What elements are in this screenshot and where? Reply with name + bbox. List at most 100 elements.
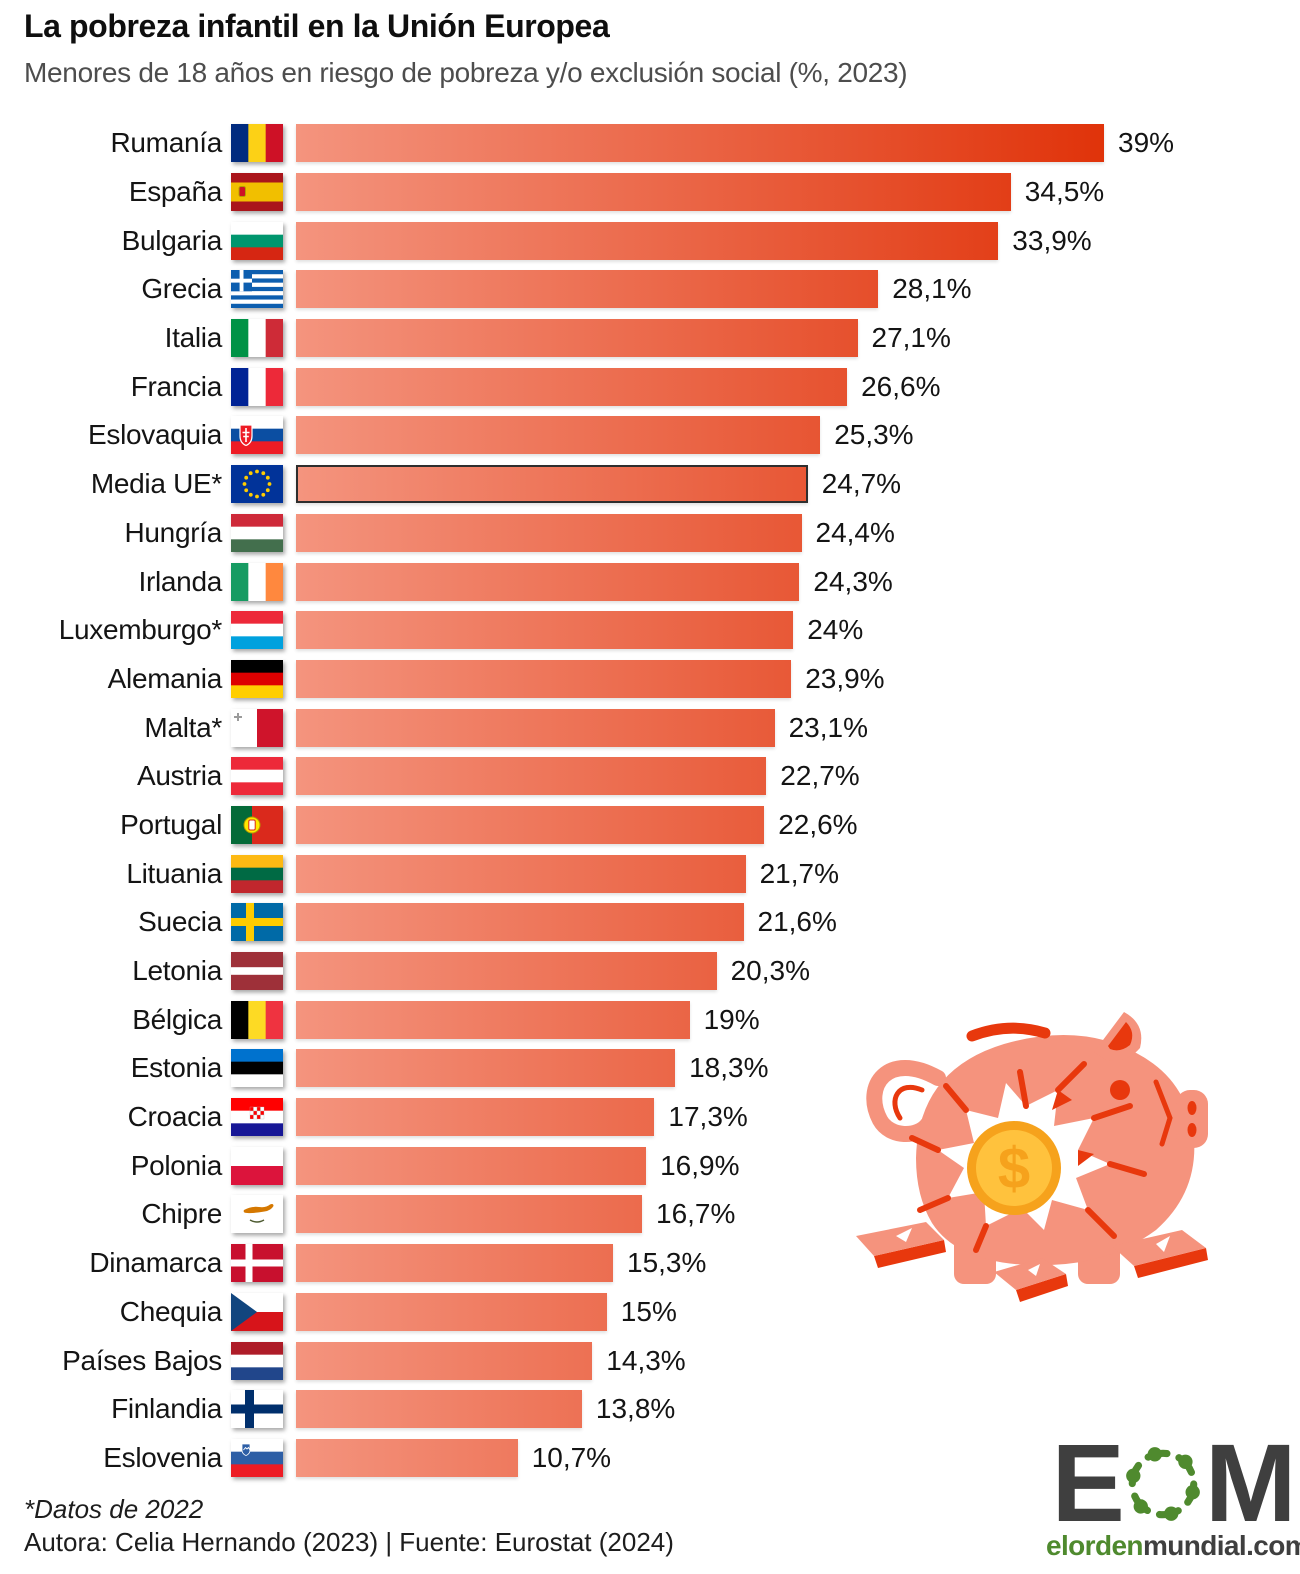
value-label: 16,9% — [660, 1149, 740, 1181]
value-label: 22,7% — [780, 760, 860, 792]
value-label: 17,3% — [668, 1101, 748, 1133]
bar — [296, 903, 744, 942]
value-label: 21,7% — [759, 857, 839, 889]
chart-row: Rumanía 39% — [0, 119, 1300, 168]
value-label: 18,3% — [689, 1052, 769, 1084]
chart-row: Austria 22,7% — [0, 752, 1300, 801]
slovakia-flag-icon — [231, 416, 283, 455]
value-label: 15,3% — [627, 1247, 707, 1279]
country-label: Polonia — [130, 1149, 223, 1181]
estonia-flag-icon — [231, 1049, 283, 1088]
chart-row: Media UE* 24,7% — [0, 460, 1300, 509]
chart-row: Lituania 21,7% — [0, 849, 1300, 898]
bar — [296, 465, 808, 504]
country-label: Alemania — [107, 662, 223, 694]
value-label: 33,9% — [1012, 224, 1092, 256]
eom-o-ring-icon — [1126, 1447, 1200, 1521]
italy-flag-icon — [231, 319, 283, 358]
value-label: 13,8% — [595, 1393, 676, 1425]
piggy-bank-icon: $ — [856, 1012, 1208, 1302]
country-label: Italia — [164, 322, 223, 354]
netherlands-flag-icon — [231, 1341, 283, 1380]
value-label: 24,3% — [813, 565, 893, 597]
chart-row: Hungría 24,4% — [0, 509, 1300, 558]
austria-flag-icon — [231, 757, 283, 796]
value-label: 22,6% — [778, 808, 858, 840]
country-label: Media UE* — [90, 468, 222, 500]
bar — [296, 513, 802, 552]
logo-domain-gray: mundial.com — [1142, 1530, 1300, 1561]
france-flag-icon — [231, 367, 283, 406]
country-label: Rumanía — [110, 127, 222, 159]
page-title: La pobreza infantil en la Unión Europea — [24, 8, 610, 44]
country-label: Austria — [136, 760, 222, 792]
country-label: Bulgaria — [121, 224, 223, 256]
footnote: *Datos de 2022 — [24, 1494, 204, 1524]
romania-flag-icon — [231, 124, 283, 163]
chart-row: Italia 27,1% — [0, 314, 1300, 363]
value-label: 24,7% — [821, 468, 902, 500]
country-label: Malta* — [144, 711, 222, 743]
chart-row: Polonia 16,9% — [0, 1141, 1300, 1190]
broken-piggy-bank-illustration: $ — [856, 1012, 1208, 1302]
bar — [296, 1292, 607, 1331]
value-label: 24% — [807, 614, 864, 646]
lithuania-flag-icon — [231, 854, 283, 893]
svg-text:$: $ — [998, 1136, 1030, 1201]
bar — [296, 1146, 647, 1185]
logo-letter-m: M — [1204, 1422, 1297, 1545]
spain-flag-icon — [231, 173, 283, 212]
bar — [296, 805, 765, 844]
chart-row: Croacia 17,3% — [0, 1093, 1300, 1142]
bar — [296, 757, 767, 796]
belgium-flag-icon — [231, 1000, 283, 1039]
germany-flag-icon — [231, 659, 283, 698]
logo-domain-green: elorden — [1046, 1530, 1144, 1561]
country-label: Francia — [130, 370, 223, 402]
bar — [296, 319, 858, 358]
value-label: 23,9% — [805, 662, 885, 694]
country-label: Eslovaquia — [88, 419, 222, 451]
logo-domain: elordenmundial.com — [1046, 1530, 1300, 1562]
country-label: Países Bajos — [62, 1344, 222, 1376]
country-label: Chequia — [119, 1295, 223, 1327]
eu-flag-icon — [231, 465, 283, 504]
chart-row: Malta* 23,1% — [0, 703, 1300, 752]
bar — [296, 221, 999, 260]
country-label: Estonia — [130, 1052, 223, 1084]
logo-letter-e: E — [1051, 1422, 1124, 1545]
value-label: 23,1% — [788, 711, 868, 743]
bar — [296, 611, 794, 650]
chart-row: Irlanda 24,3% — [0, 557, 1300, 606]
cyprus-flag-icon — [231, 1195, 283, 1234]
bar — [296, 1098, 655, 1137]
chart-row: Chipre 16,7% — [0, 1190, 1300, 1239]
country-label: Irlanda — [138, 565, 222, 597]
chart-row: España 34,5% — [0, 168, 1300, 217]
country-label: Croacia — [127, 1101, 223, 1133]
bar — [296, 1390, 582, 1429]
eom-wordmark: E M — [1046, 1422, 1298, 1545]
bar — [296, 124, 1104, 163]
bar — [296, 1000, 690, 1039]
country-label: Letonia — [132, 955, 222, 987]
bar — [296, 708, 775, 747]
bar — [296, 173, 1011, 212]
chart-row: Finlandia 13,8% — [0, 1385, 1300, 1434]
value-label: 16,7% — [656, 1198, 736, 1230]
slovenia-flag-icon — [231, 1438, 283, 1477]
value-label: 20,3% — [730, 955, 810, 987]
chart-row: Eslovaquia 25,3% — [0, 411, 1300, 460]
value-label: 39% — [1118, 127, 1175, 159]
chart-row: Dinamarca 15,3% — [0, 1239, 1300, 1288]
chart-row: Alemania 23,9% — [0, 655, 1300, 704]
country-label: Bélgica — [132, 1003, 222, 1035]
country-label: España — [128, 176, 222, 208]
eom-logo: E M elordenmundial.com — [1046, 1422, 1300, 1562]
bar — [296, 1049, 676, 1088]
sweden-flag-icon — [231, 903, 283, 942]
value-label: 26,6% — [861, 370, 941, 402]
croatia-flag-icon — [231, 1098, 283, 1137]
chart-row: Bulgaria 33,9% — [0, 216, 1300, 265]
malta-flag-icon — [231, 708, 283, 747]
